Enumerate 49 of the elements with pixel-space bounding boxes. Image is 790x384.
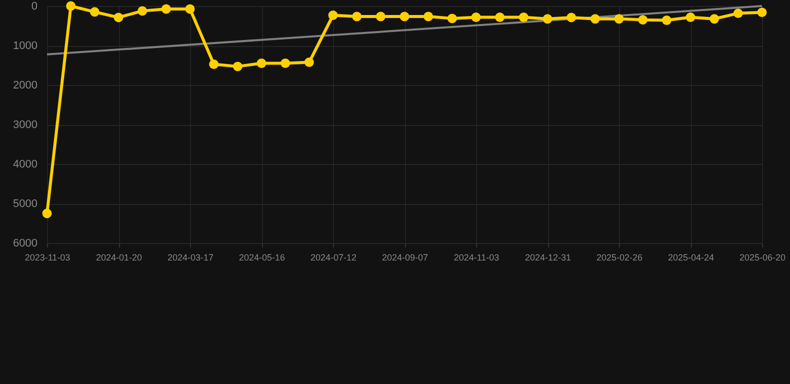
x-tick-label: 2025-06-20 bbox=[739, 252, 786, 262]
x-tick-label: 2024-09-07 bbox=[382, 252, 428, 262]
y-tick-label: 4000 bbox=[13, 158, 38, 170]
point bbox=[400, 12, 410, 22]
point bbox=[733, 8, 743, 18]
point bbox=[209, 60, 219, 69]
point bbox=[757, 8, 767, 18]
point bbox=[232, 62, 242, 72]
x-tick-label: 2025-04-24 bbox=[668, 252, 714, 262]
point bbox=[256, 58, 266, 68]
point bbox=[280, 58, 290, 68]
point bbox=[686, 12, 696, 22]
y-tick-label: 2000 bbox=[13, 80, 38, 92]
x-tick-label: 2024-11-03 bbox=[454, 252, 500, 262]
point bbox=[614, 14, 624, 24]
point bbox=[447, 14, 457, 24]
x-tick-label: 2024-12-31 bbox=[524, 252, 572, 262]
x-tick-label: 2024-01-20 bbox=[96, 252, 142, 262]
y-tick-label: 3000 bbox=[13, 119, 38, 131]
x-tick-label: 2023-11-03 bbox=[24, 252, 70, 262]
point bbox=[710, 14, 720, 24]
point bbox=[376, 12, 386, 22]
point bbox=[471, 12, 481, 22]
x-tick-label: 2025-02-26 bbox=[596, 252, 643, 262]
y-tick-label: 0 bbox=[31, 0, 38, 12]
point bbox=[495, 12, 505, 22]
point bbox=[42, 208, 52, 218]
y-tick-label: 6000 bbox=[13, 238, 38, 250]
point bbox=[590, 14, 600, 24]
point bbox=[662, 15, 672, 25]
point bbox=[90, 7, 100, 17]
point bbox=[161, 4, 171, 14]
point bbox=[424, 12, 434, 22]
point bbox=[518, 12, 528, 22]
point bbox=[114, 12, 124, 22]
x-tick-label: 2024-05-16 bbox=[238, 252, 286, 262]
x-tick-label: 2024-03-17 bbox=[167, 252, 214, 262]
point bbox=[566, 12, 576, 22]
y-tick-label: 1000 bbox=[13, 40, 38, 52]
point bbox=[66, 1, 76, 11]
point bbox=[638, 15, 648, 25]
x-tick-label: 2024-07-12 bbox=[310, 252, 357, 262]
point bbox=[304, 58, 314, 68]
point bbox=[352, 12, 362, 22]
point bbox=[542, 14, 552, 24]
point bbox=[185, 4, 195, 14]
y-tick-label: 5000 bbox=[13, 198, 38, 210]
point bbox=[138, 6, 148, 16]
point bbox=[328, 10, 338, 20]
